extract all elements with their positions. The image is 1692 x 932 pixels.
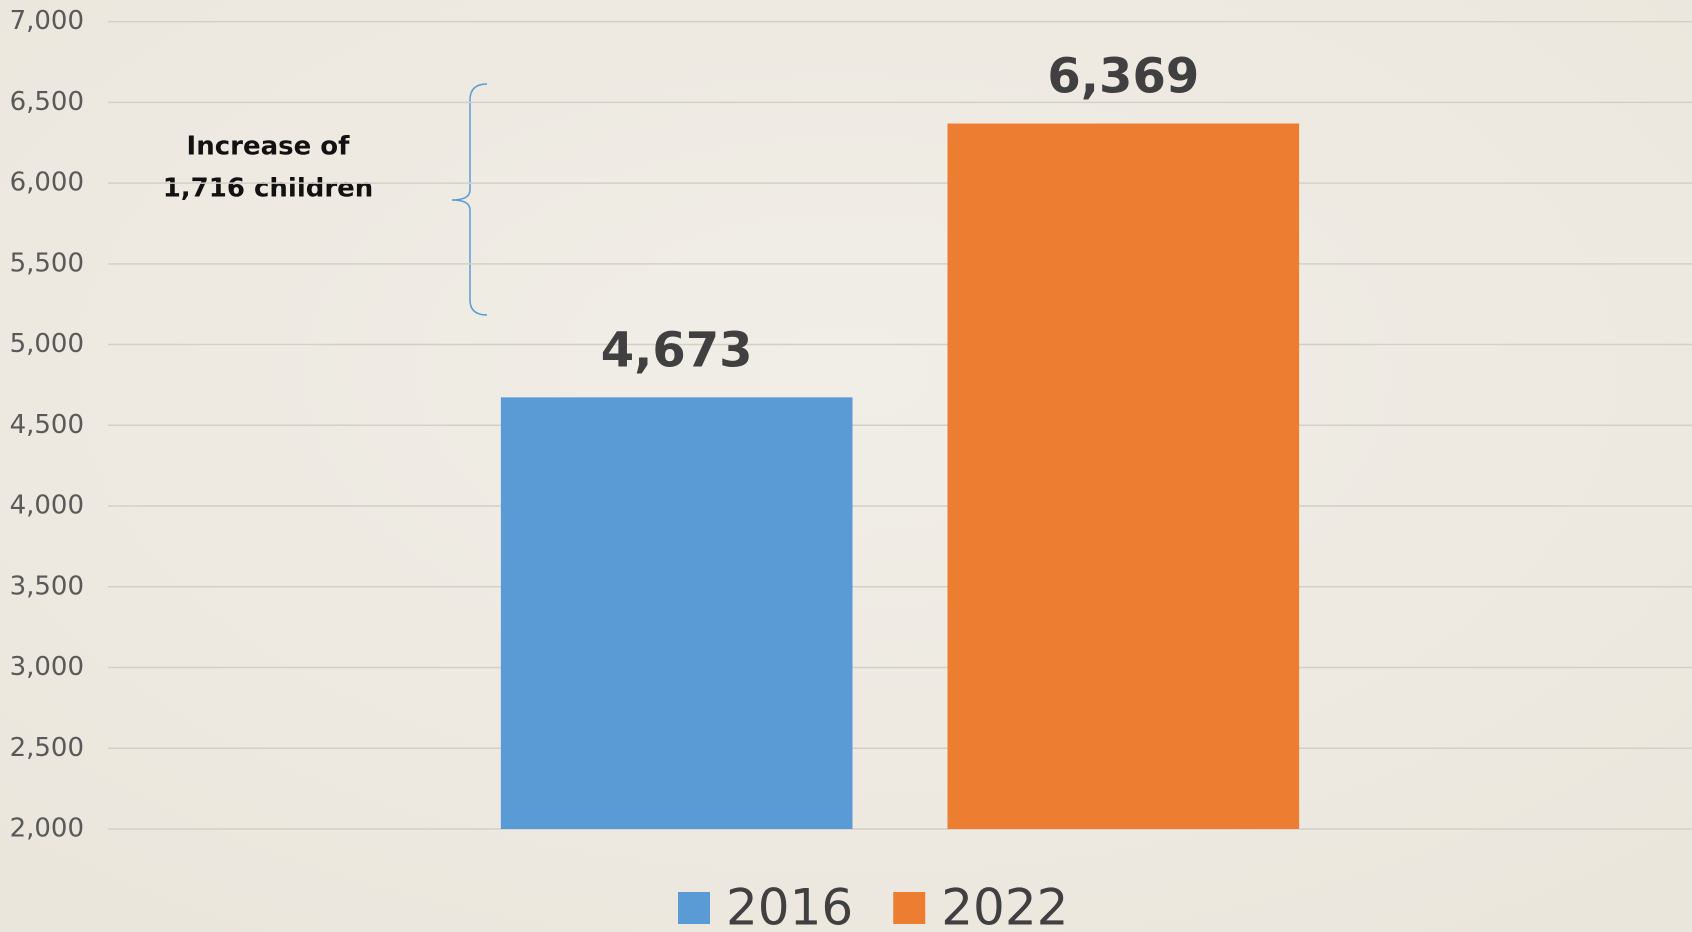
y-tick-label: 3,500 [10,571,84,601]
y-tick-label: 2,000 [10,814,84,844]
brace [451,83,488,316]
y-tick-label: 4,500 [10,410,84,440]
bar [500,397,853,829]
y-tick-label: 2,500 [10,733,84,763]
y-tick-label: 6,000 [10,168,84,198]
data-label: 6,369 [1047,48,1199,104]
legend-label: 2016 [726,879,853,932]
y-tick-label: 6,500 [10,87,84,117]
bar [947,123,1300,829]
legend-swatch [678,892,710,924]
y-tick-label: 7,000 [10,6,84,36]
y-tick-label: 4,000 [10,491,84,521]
y-tick-label: 5,000 [10,329,84,359]
legend-label: 2022 [941,879,1068,932]
y-tick-label: 3,000 [10,652,84,682]
legend-swatch [893,892,926,924]
annotation: 1,716 children [163,174,374,204]
y-tick-label: 5,500 [10,248,84,278]
annotation: Increase of [187,132,351,162]
data-label: 4,673 [601,322,753,378]
